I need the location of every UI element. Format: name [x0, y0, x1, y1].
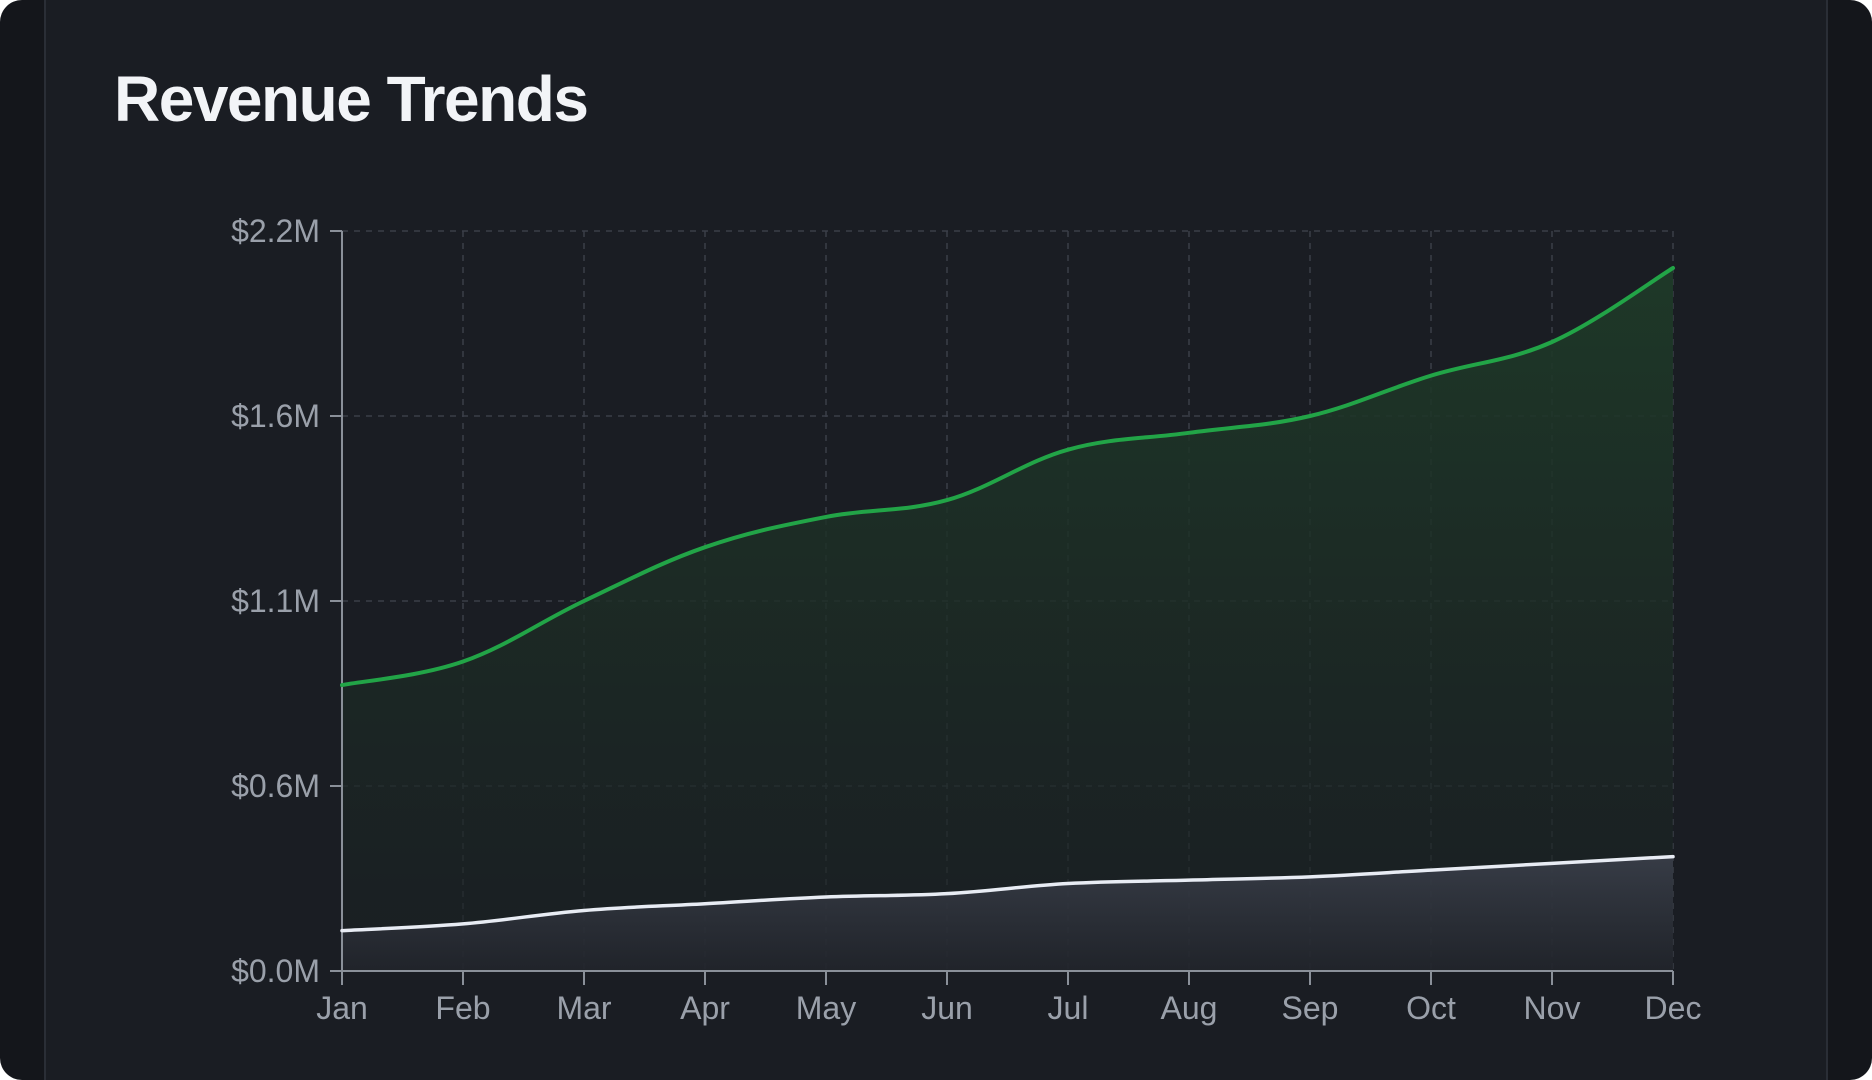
series-area-1 — [342, 268, 1673, 971]
series-line-2 — [340, 854, 1675, 933]
tick-labels: $0.0M $0.6M $1.1M $1.6M $2.2M Jan Feb Mar Apr May… — [231, 213, 1701, 1026]
y-tick-label: $0.6M — [231, 768, 320, 804]
x-tick-label: Aug — [1161, 990, 1218, 1026]
x-tick-label: Nov — [1524, 990, 1581, 1026]
series-lines — [340, 266, 1675, 933]
series-line-1 — [340, 266, 1675, 688]
x-tick-label: Feb — [435, 990, 490, 1026]
series-area-2 — [342, 856, 1673, 971]
series-areas — [342, 268, 1673, 971]
card-title: Revenue Trends — [114, 63, 589, 135]
x-tick-label: Jan — [316, 990, 368, 1026]
x-tick-label: Jul — [1048, 990, 1089, 1026]
x-tick-label: Oct — [1406, 990, 1456, 1026]
y-tick-label: $1.6M — [231, 398, 320, 434]
axes — [330, 230, 1674, 985]
y-tick-label: $0.0M — [231, 953, 320, 989]
x-tick-label: Jun — [921, 990, 973, 1026]
x-tick-label: Mar — [556, 990, 611, 1026]
x-tick-label: Apr — [680, 990, 730, 1026]
y-tick-label: $2.2M — [231, 213, 320, 249]
x-tick-label: Dec — [1645, 990, 1702, 1026]
x-tick-label: May — [796, 990, 856, 1026]
x-tick-label: Sep — [1282, 990, 1339, 1026]
y-tick-label: $1.1M — [231, 583, 320, 619]
